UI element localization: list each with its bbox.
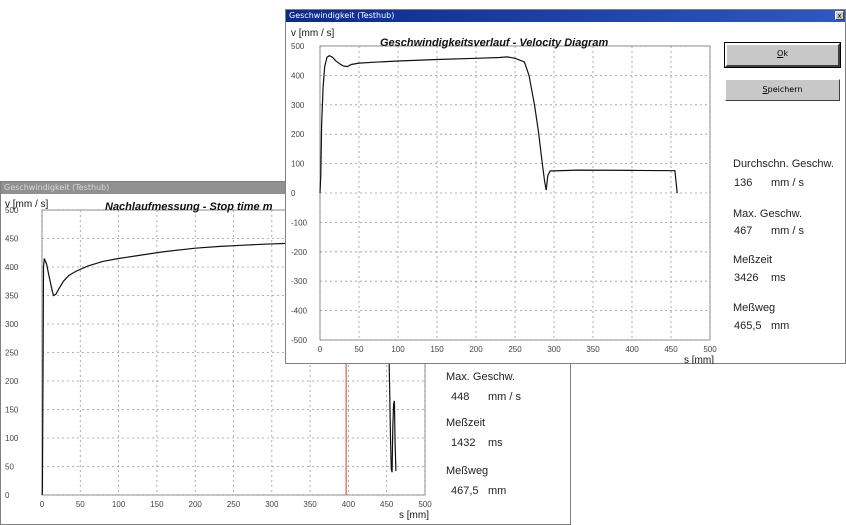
stop-time-chart: 0 50 100 150 200 250 300 350 400 450 5005004504003… <box>5 199 432 521</box>
x-tick-label: 150 <box>150 500 164 509</box>
x-axis-label: s [mm] <box>399 510 429 521</box>
save-button-label: Speichern <box>762 85 803 94</box>
x-tick-label: 500 <box>703 345 717 354</box>
x-tick-label: 100 <box>112 500 126 509</box>
x-tick-label: 0 <box>318 345 323 354</box>
x-tick-label: 350 <box>586 345 600 354</box>
y-tick-label: 300 <box>291 101 305 110</box>
max-speed-unit: mm / s <box>488 391 521 403</box>
x-tick-label: 200 <box>189 500 203 509</box>
velocity-chart: 0 50 100 150 200 250 300 350 400 450 500 500 400 300 2… <box>291 28 717 364</box>
y-tick-label: 350 <box>5 292 19 301</box>
y-tick-label: -200 <box>291 248 308 257</box>
window-title: Geschwindigkeit (Testhub) <box>289 11 395 20</box>
y-tick-label: 200 <box>5 377 19 386</box>
y-tick-label: 100 <box>5 434 19 443</box>
avg-speed-value: 136 <box>734 177 753 189</box>
y-tick-label: 200 <box>291 130 305 139</box>
x-tick-label: 450 <box>664 345 678 354</box>
distance-unit: mm <box>771 320 790 332</box>
y-tick-label: 250 <box>5 349 19 358</box>
y-tick-label: 450 <box>5 235 19 244</box>
max-speed-label: Max. Geschw. <box>446 371 516 383</box>
x-tick-label: 500 <box>418 500 432 509</box>
x-tick-label: 200 <box>469 345 483 354</box>
x-tick-label: 350 <box>303 500 317 509</box>
y-tick-label: -300 <box>291 277 308 286</box>
distance-label: Meßweg <box>733 302 776 314</box>
x-tick-label: 300 <box>265 500 279 509</box>
y-tick-label: -500 <box>291 336 308 345</box>
ok-button[interactable]: Ok <box>724 42 841 68</box>
measure-time-value: 3426 <box>734 272 759 284</box>
y-tick-label: 500 <box>5 206 19 215</box>
avg-speed-label: Durchschn. Geschw. <box>733 158 834 170</box>
velocity-window[interactable]: Geschwindigkeit (Testhub) x 0 50 100 150 200… <box>285 9 846 364</box>
measure-time-label: Meßzeit <box>446 417 486 429</box>
velocity-series-line <box>41 240 387 496</box>
max-speed-unit: mm / s <box>771 225 804 237</box>
save-button[interactable]: Speichern <box>725 79 840 101</box>
chart-title: Nachlaufmessung - Stop time m <box>105 201 273 213</box>
ok-button-label: Ok <box>777 49 788 58</box>
max-speed-label: Max. Geschw. <box>733 208 803 220</box>
y-tick-label: 400 <box>291 71 305 80</box>
y-tick-label: 0 <box>291 189 296 198</box>
y-tick-label: 300 <box>5 320 19 329</box>
close-button[interactable]: x <box>835 11 844 20</box>
distance-value: 465,5 <box>734 320 762 332</box>
x-axis-label: s [mm] <box>684 355 714 364</box>
max-speed-value: 467 <box>734 225 753 237</box>
x-tick-label: 400 <box>625 345 639 354</box>
x-tick-label: 450 <box>380 500 394 509</box>
y-axis-label: v [mm / s] <box>291 28 335 39</box>
velocity-series-line <box>319 55 678 194</box>
y-tick-label: 100 <box>291 160 305 169</box>
measure-time-label: Meßzeit <box>733 254 773 266</box>
x-tick-label: 300 <box>547 345 561 354</box>
measure-time-unit: ms <box>488 437 503 449</box>
x-tick-label: 100 <box>391 345 405 354</box>
y-tick-label: 400 <box>5 263 19 272</box>
max-speed-value: 448 <box>451 391 470 403</box>
y-tick-label: -100 <box>291 218 308 227</box>
avg-speed-unit: mm / s <box>771 177 804 189</box>
x-tick-label: 0 <box>40 500 45 509</box>
y-tick-label: 150 <box>5 406 19 415</box>
y-tick-label: 0 <box>5 491 10 500</box>
y-tick-label: -400 <box>291 307 308 316</box>
y-axis-label: v [mm / s] <box>5 199 49 210</box>
distance-unit: mm <box>488 485 507 497</box>
x-tick-label: 50 <box>76 500 85 509</box>
measure-time-value: 1432 <box>451 437 476 449</box>
x-tick-label: 400 <box>342 500 356 509</box>
velocity-window-titlebar[interactable]: Geschwindigkeit (Testhub) x <box>286 10 845 22</box>
x-tick-label: 250 <box>227 500 241 509</box>
chart-title: Geschwindigkeitsverlauf - Velocity Diagr… <box>380 37 608 49</box>
x-tick-label: 50 <box>355 345 364 354</box>
x-tick-label: 150 <box>430 345 444 354</box>
y-tick-label: 50 <box>5 463 14 472</box>
window-title: Geschwindigkeit (Testhub) <box>4 183 110 192</box>
distance-value: 467,5 <box>451 485 479 497</box>
y-tick-label: 500 <box>291 42 305 51</box>
x-tick-label: 250 <box>508 345 522 354</box>
distance-label: Meßweg <box>446 465 489 477</box>
close-icon: x <box>837 12 842 20</box>
measure-time-unit: ms <box>771 272 786 284</box>
